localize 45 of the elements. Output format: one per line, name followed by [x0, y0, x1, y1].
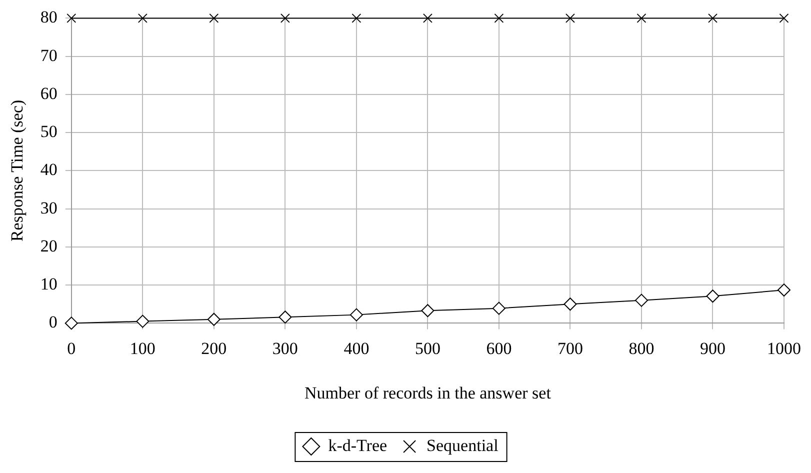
- y-axis-title: Response Time (sec): [8, 100, 27, 242]
- x-tick-label: 600: [486, 338, 512, 358]
- legend-label: k-d-Tree: [328, 436, 388, 455]
- point: [207, 312, 220, 326]
- y-tick-label: 20: [40, 236, 58, 256]
- point: [209, 13, 219, 23]
- x-tick-label: 400: [344, 338, 370, 358]
- point: [706, 290, 720, 303]
- x-tick-label: 500: [414, 338, 440, 358]
- x-tick-label: 300: [272, 338, 298, 358]
- point: [494, 13, 504, 23]
- y-tick-label: 0: [48, 312, 58, 332]
- x-axis-title: Number of records in the answer set: [304, 383, 552, 402]
- point: [492, 302, 506, 315]
- x-tick-label: 0: [67, 338, 76, 358]
- point: [352, 13, 362, 23]
- point: [278, 310, 292, 324]
- point: [636, 13, 646, 23]
- x-tick-label: 800: [628, 338, 654, 358]
- point: [708, 13, 718, 23]
- point: [421, 304, 434, 318]
- x-tick-label: 1000: [767, 338, 801, 358]
- x-tick-label: 700: [557, 338, 583, 358]
- y-tick-label: 70: [40, 46, 58, 65]
- point: [136, 314, 150, 328]
- y-tick-label: 40: [40, 160, 58, 180]
- y-tick-label: 10: [40, 274, 58, 294]
- y-tick-label: 50: [40, 122, 58, 142]
- point: [565, 13, 575, 23]
- point: [350, 308, 363, 322]
- point: [779, 13, 789, 23]
- legend-label: Sequential: [426, 436, 499, 455]
- point: [280, 13, 290, 23]
- point: [778, 284, 790, 297]
- point: [634, 294, 648, 307]
- y-tick-label: 60: [40, 84, 58, 103]
- y-tick-label: 30: [40, 198, 58, 218]
- point: [564, 298, 577, 311]
- x-tick-label: 100: [130, 338, 156, 358]
- point: [422, 13, 432, 23]
- x-tick-label: 900: [700, 338, 726, 358]
- point: [64, 316, 78, 330]
- x-tick-label: 200: [201, 338, 227, 358]
- y-tick-label: 80: [40, 8, 58, 27]
- point: [138, 13, 148, 23]
